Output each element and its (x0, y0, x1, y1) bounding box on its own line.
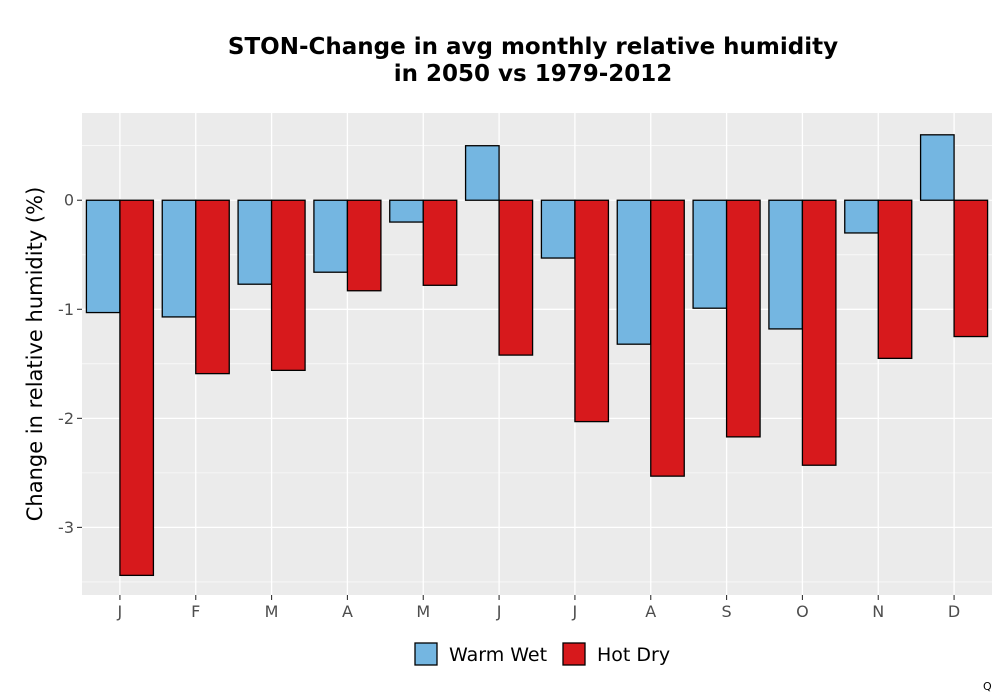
bar-series0-2 (237, 199, 273, 285)
x-tick-label-1: F (191, 602, 200, 621)
x-tick-label-7: A (645, 602, 656, 621)
x-tick-label-8: S (722, 602, 732, 621)
chart-title-line-1: STON-Change in avg monthly relative humi… (228, 34, 838, 60)
bar-series0-3 (313, 199, 349, 273)
bar-series1-1 (195, 199, 230, 375)
x-tick-label-5: J (496, 602, 502, 621)
plot-panel (82, 113, 992, 595)
bar-series1-10 (877, 199, 913, 360)
x-tick-label-6: J (572, 602, 578, 621)
bar-series1-8 (725, 199, 761, 438)
bar-series0-8 (692, 199, 728, 309)
bar-series0-4 (389, 199, 424, 223)
legend-label-0: Warm Wet (449, 644, 547, 666)
y-tick-label-1: -1 (58, 300, 74, 319)
x-tick-label-4: M (416, 602, 430, 621)
legend-swatch-1 (562, 642, 586, 666)
y-axis-title: Change in relative humidity (%) (23, 187, 47, 522)
legend-label-1: Hot Dry (597, 644, 670, 666)
bar-series1-2 (270, 199, 306, 372)
bar-series1-9 (801, 199, 837, 466)
bars (85, 134, 989, 577)
x-tick-label-0: J (117, 602, 123, 621)
y-tick-label-3: -3 (58, 518, 74, 537)
bar-series1-7 (650, 199, 685, 477)
bar-series1-4 (422, 199, 458, 286)
y-tick-label-2: -2 (58, 409, 74, 428)
x-tick-label-2: M (265, 602, 279, 621)
x-tick-label-11: D (948, 602, 960, 621)
y-tick-label-0: 0 (64, 191, 74, 210)
x-tick-label-3: A (342, 602, 353, 621)
bar-series1-3 (346, 199, 382, 292)
bar-series0-6 (540, 199, 576, 259)
bar-series0-10 (844, 199, 879, 234)
corner-mark: Q (983, 680, 992, 693)
bar-series1-6 (574, 199, 610, 423)
x-tick-label-9: O (796, 602, 809, 621)
chart-title-line-2: in 2050 vs 1979-2012 (394, 61, 673, 87)
bar-series1-5 (498, 199, 534, 356)
y-axis-ticks: 0 -1 -2 -3 (58, 191, 82, 537)
bar-series1-0 (119, 199, 155, 577)
bar-series1-11 (953, 199, 989, 338)
bar-series0-9 (768, 199, 804, 330)
bar-series0-1 (161, 199, 197, 318)
legend: Warm Wet Hot Dry (414, 642, 670, 666)
legend-swatch-0 (414, 642, 438, 666)
grid-minor (82, 145, 992, 583)
bar-series0-7 (616, 199, 652, 345)
bar-series0-5 (464, 145, 500, 201)
bar-series0-0 (85, 199, 121, 314)
x-tick-label-10: N (872, 602, 884, 621)
bar-series0-11 (919, 134, 955, 201)
